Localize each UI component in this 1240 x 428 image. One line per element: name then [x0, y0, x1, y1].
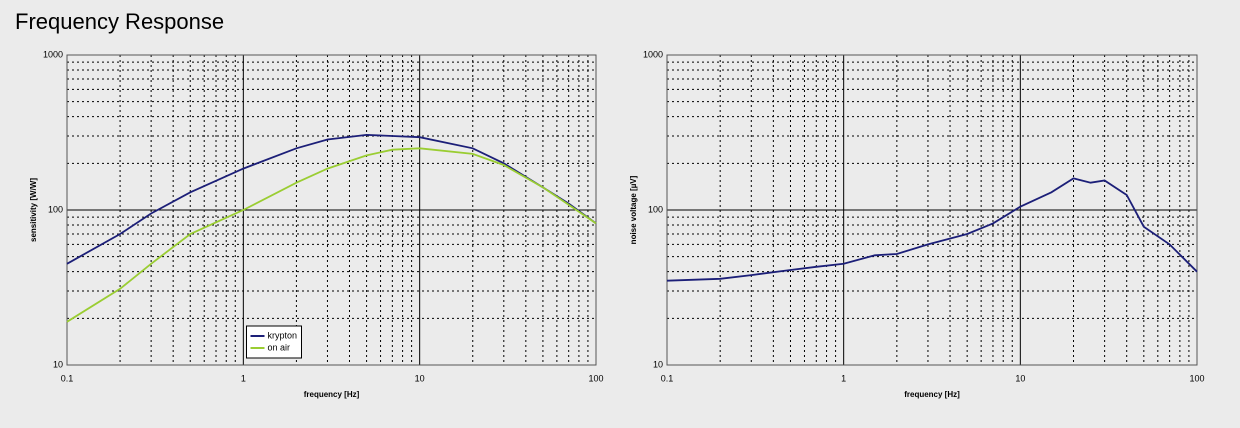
y-tick-label: 1000 [43, 49, 63, 59]
legend-box [246, 325, 302, 359]
legend: krypton on air [246, 325, 302, 359]
y-tick-label: 100 [48, 204, 63, 214]
y-tick-label: 1000 [643, 49, 663, 59]
chart: 0.1 1 10 100 10 100 1000 frequency [Hz] sensitiv… [29, 49, 603, 399]
x-tick-label: 100 [1189, 373, 1204, 383]
chart: 0.1 1 10 100 10 100 1000 frequency [Hz] noise vo… [629, 49, 1204, 399]
x-tick-label: 0.1 [61, 373, 74, 383]
y-axis-label: noise voltage [µV] [629, 175, 638, 244]
x-tick-label: 1 [841, 373, 846, 383]
legend-label: on air [268, 342, 291, 352]
x-axis-label: frequency [Hz] [304, 390, 360, 399]
x-tick-label: 100 [588, 373, 603, 383]
series-line [666, 177, 1198, 282]
x-tick-label: 10 [1015, 373, 1025, 383]
x-tick-label: 0.1 [661, 373, 674, 383]
x-tick-label: 10 [415, 373, 425, 383]
series-line [66, 133, 597, 265]
x-tick-label: 1 [241, 373, 246, 383]
y-tick-label: 10 [653, 359, 663, 369]
y-axis-label: sensitivity [W/W] [29, 178, 38, 242]
x-axis-label: frequency [Hz] [904, 390, 960, 399]
y-tick-label: 100 [648, 204, 663, 214]
plot-border [666, 54, 1198, 366]
plot-border [66, 54, 597, 366]
legend-label: krypton [268, 330, 298, 340]
series-line [66, 147, 597, 323]
y-tick-label: 10 [53, 359, 63, 369]
page-title: Frequency Response [15, 9, 224, 34]
